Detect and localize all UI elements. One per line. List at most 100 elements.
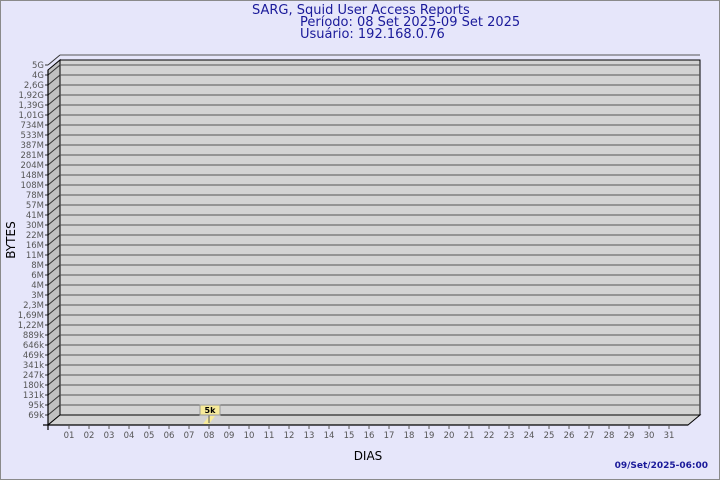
x-tick-label: 22 [484,431,495,441]
x-tick-label: 14 [324,431,335,441]
y-tick-label: 11M [26,251,44,261]
y-tick-label: 4M [31,281,44,291]
x-tick-label: 08 [204,431,215,441]
x-tick-label: 04 [124,431,135,441]
y-tick-label: 108M [20,181,44,191]
x-tick-label: 03 [104,431,115,441]
gridline-slant [47,234,61,246]
bar-label-box [199,404,221,416]
gridline-slant [47,84,61,96]
x-tick-label: 09 [224,431,235,441]
gridline-slant [47,194,61,206]
x-tick-label: 02 [84,431,95,441]
gridline-slant [47,404,61,416]
x-tick-label: 07 [184,431,195,441]
gridline-slant [47,324,61,336]
x-tick-label: 18 [404,431,415,441]
chart-title: SARG, Squid User Access Reports [252,3,470,18]
y-tick-label: 281M [20,151,44,161]
gridline-slant [47,114,61,126]
y-tick-label: 387M [20,141,44,151]
gridline-slant [47,244,61,256]
y-tick-label: 1,92G [18,91,44,101]
y-tick-label: 131k [23,391,44,401]
y-tick-label: 1,39G [18,101,44,111]
y-tick-label: 646k [23,341,44,351]
gridline-slant [47,374,61,386]
x-tick-label: 13 [304,431,315,441]
footer-timestamp: 09/Set/2025-06:00 [614,461,708,471]
gridline-slant [47,224,61,236]
gridline-slant [47,304,61,316]
x-tick-label: 11 [264,431,275,441]
y-tick-label: 95k [28,401,44,411]
y-tick-label: 889k [23,331,44,341]
gridline-slant [47,384,61,396]
gridline-slant [47,164,61,176]
x-tick-label: 06 [164,431,175,441]
gridline-slant [47,214,61,226]
gridline-slant [47,264,61,276]
gridline-slant [47,394,61,406]
y-tick-label: 341k [23,361,44,371]
y-tick-label: 22M [26,231,44,241]
y-tick-label: 30M [26,221,44,231]
gridline-slant [47,184,61,196]
gridline-slant [47,274,61,286]
y-tick-label: 1,69M [18,311,44,321]
x-tick-label: 01 [64,431,75,441]
y-tick-label: 204M [20,161,44,171]
y-tick-label: 8M [31,261,44,271]
gridline-slant [47,334,61,346]
x-tick-label: 27 [584,431,595,441]
gridline-slant [47,64,61,76]
gridline-slant [47,174,61,186]
plot-back-plane [59,59,701,416]
gridline-slant [47,104,61,116]
gridline-slant [47,54,61,66]
gridline-slant [47,134,61,146]
gridline-slant [47,294,61,306]
gridline-slant [47,144,61,156]
y-axis-title: BYTES [4,221,18,258]
x-tick-label: 19 [424,431,435,441]
gridline-slant [47,364,61,376]
y-tick-label: 78M [26,191,44,201]
y-tick-label: 469k [23,351,44,361]
x-tick-label: 10 [244,431,255,441]
y-tick-label: 1,01G [18,111,44,121]
y-tick-label: 3M [31,291,44,301]
x-tick-label: 29 [624,431,635,441]
plot-floor [46,414,702,426]
y-tick-label: 533M [20,131,44,141]
gridline-slant [47,254,61,266]
x-axis-title: DIAS [354,449,383,463]
x-tick-label: 24 [524,431,535,441]
gridline-slant [47,284,61,296]
y-tick-label: 57M [26,201,44,211]
bar-data-label: 5k [205,406,217,415]
y-tick-label: 247k [23,371,44,381]
x-tick-label: 26 [564,431,575,441]
x-tick-label: 31 [664,431,675,441]
gridline-slant [47,344,61,356]
y-tick-label: 148M [20,171,44,181]
x-tick-label: 12 [284,431,295,441]
gridline-slant [47,354,61,366]
gridline-slant [47,74,61,86]
chart-subtitle-user: Usuário: 192.168.0.76 [300,27,445,42]
y-tick-label: 1,22M [18,321,44,331]
y-tick-label: 16M [26,241,44,251]
chart-subtitle-period: Período: 08 Set 2025-09 Set 2025 [300,15,521,30]
y-tick-label: 6M [31,271,44,281]
x-tick-label: 05 [144,431,155,441]
y-tick-label: 180k [23,381,44,391]
x-tick-label: 23 [504,431,515,441]
gridline-slant [47,154,61,166]
x-tick-label: 17 [384,431,395,441]
x-tick-label: 28 [604,431,615,441]
gridline-slant [47,124,61,136]
gridline-slant [47,94,61,106]
y-tick-label: 41M [26,211,44,221]
